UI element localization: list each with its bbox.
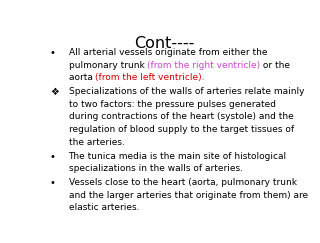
Text: to two factors: the pressure pulses generated: to two factors: the pressure pulses gene… bbox=[68, 100, 276, 109]
Text: •: • bbox=[50, 152, 56, 162]
Text: •: • bbox=[50, 178, 56, 188]
Text: (from the right ventricle): (from the right ventricle) bbox=[147, 61, 260, 69]
Text: elastic arteries.: elastic arteries. bbox=[68, 203, 139, 212]
Text: All arterial vessels originate from either the: All arterial vessels originate from eith… bbox=[68, 48, 267, 57]
Text: (from the left ventricle).: (from the left ventricle). bbox=[95, 73, 205, 82]
Text: Cont----: Cont---- bbox=[134, 36, 194, 51]
Text: regulation of blood supply to the target tissues of: regulation of blood supply to the target… bbox=[68, 125, 294, 134]
Text: during contractions of the heart (systole) and the: during contractions of the heart (systol… bbox=[68, 113, 293, 122]
Text: or the: or the bbox=[260, 61, 290, 69]
Text: pulmonary trunk: pulmonary trunk bbox=[68, 61, 147, 69]
Text: The tunica media is the main site of histological: The tunica media is the main site of his… bbox=[68, 152, 287, 161]
Text: and the larger arteries that originate from them) are: and the larger arteries that originate f… bbox=[68, 191, 308, 200]
Text: Specializations of the walls of arteries relate mainly: Specializations of the walls of arteries… bbox=[68, 87, 304, 96]
Text: •: • bbox=[50, 48, 56, 58]
Text: aorta: aorta bbox=[68, 73, 95, 82]
Text: ❖: ❖ bbox=[50, 87, 59, 97]
Text: Vessels close to the heart (aorta, pulmonary trunk: Vessels close to the heart (aorta, pulmo… bbox=[68, 178, 297, 187]
Text: specializations in the walls of arteries.: specializations in the walls of arteries… bbox=[68, 164, 243, 173]
Text: the arteries.: the arteries. bbox=[68, 138, 124, 147]
